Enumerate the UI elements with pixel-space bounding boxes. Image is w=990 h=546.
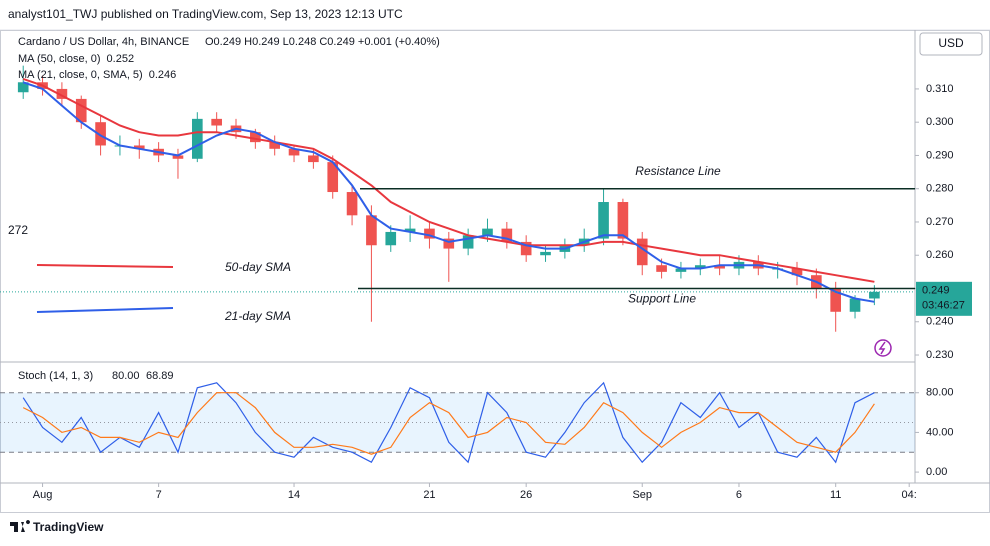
ohlc: O0.249 H0.249 L0.248 C0.249 +0.001 (+0.4… [205,36,440,48]
sma-note: 50-day SMA [225,260,291,274]
series-line [22,77,875,283]
candle-body [385,231,397,246]
candle-body [404,228,416,232]
y-tick-label: 0.280 [926,183,954,195]
candle-body [211,118,222,126]
candle-body [250,132,261,143]
x-tick-label: 14 [288,489,300,501]
y-tick-label: 0.230 [926,349,954,361]
y-tick-label: 0.240 [926,316,954,328]
y-tick-label: 0.300 [926,116,954,128]
alert-icon[interactable] [874,339,892,357]
note-line-50 [36,264,174,268]
candle-body [443,238,455,249]
candle-body [308,155,319,163]
x-tick-label: 26 [520,489,532,501]
stoch-value: 68.89 [146,370,174,382]
tv-logo [10,520,30,532]
y-tick-label: 40.00 [926,426,954,438]
currency[interactable]: USD [938,36,964,50]
tv-logo-mark [10,520,30,532]
stoch-title: Stoch (14, 1, 3) [18,370,93,382]
candle-body [366,215,377,246]
series-line [22,381,875,464]
x-tick-label: 7 [156,489,162,501]
candle-body [462,235,474,249]
candle-body [830,288,842,312]
symbol-title: Cardano / US Dollar, 4h, BINANCE [18,36,189,48]
candle-body [75,98,87,123]
annotation-label: Support Line [628,292,696,306]
candle-body [636,238,648,266]
candle-body [617,202,629,239]
candle-body [714,265,725,269]
x-tick-label: 04: [902,489,917,501]
currency-button[interactable] [919,32,983,56]
price-tag [916,281,972,316]
candle-body [656,265,667,272]
x-tick-label: 21 [423,489,435,501]
stoch-value: 80.00 [112,370,140,382]
candle-body [482,228,493,236]
series-line [22,392,875,455]
candle-body [288,148,300,156]
candle-body [133,145,145,149]
left-label: 272 [8,223,28,237]
y-tick-label: 0.290 [926,149,954,161]
y-tick-label: 0.00 [926,466,947,478]
price-tag-label: 0.249 [922,285,950,297]
candle-body [56,88,68,99]
candle-body [424,228,435,239]
x-tick-label: Sep [632,489,652,501]
candle-body [95,122,106,146]
candle-body [694,265,706,269]
header: analyst101_TWJ published on TradingView.… [8,7,403,21]
sma-note: 21-day SMA [224,309,291,323]
y-tick-label: 80.00 [926,387,954,399]
candle-body [327,162,339,193]
y-tick-label: 0.270 [926,216,954,228]
candle-body [172,155,184,159]
legend-value: 0.246 [149,69,177,81]
y-tick-label: 0.260 [926,249,954,261]
candle-body [849,298,861,312]
x-tick-label: Aug [33,489,53,501]
candle-body [675,268,687,272]
series-line [22,81,875,303]
note-line-21 [36,307,174,313]
legend-value: 0.252 [107,53,135,65]
candle-body [540,251,551,256]
alert-bolt [878,341,886,355]
candle-body [269,142,281,149]
footer: TradingView [33,520,104,534]
x-tick-label: 6 [736,489,742,501]
candle-body [520,241,532,256]
x-tick-label: 11 [830,489,841,501]
candle-body [346,192,358,216]
stoch-band [0,392,915,453]
candle-body [598,202,609,239]
legend-name: MA (21, close, 0, SMA, 5) [18,69,143,81]
candle-body [869,291,880,299]
annotation-label: Resistance Line [635,164,721,178]
candle-body [501,228,513,242]
legend-name: MA (50, close, 0) [18,53,101,65]
candle-body [791,268,803,276]
y-tick-label: 0.310 [926,83,954,95]
candle-body [191,118,203,159]
candle-body [17,82,29,93]
countdown: 03:46:27 [922,300,965,312]
